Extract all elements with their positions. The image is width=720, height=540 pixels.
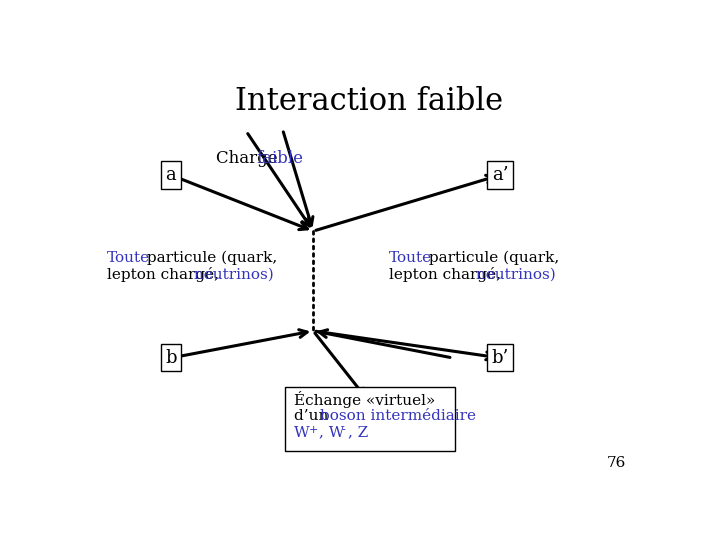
Text: d’un: d’un [294,409,333,423]
Text: W: W [294,426,310,440]
Text: Charge: Charge [215,150,282,167]
Text: b’: b’ [492,349,509,367]
Text: Toute: Toute [389,251,432,265]
Text: Toute: Toute [107,251,150,265]
Text: -: - [341,425,345,435]
Text: lepton chargé,: lepton chargé, [107,267,219,282]
Text: , W: , W [319,426,344,440]
Text: neutrinos): neutrinos) [189,268,274,282]
Text: faible: faible [256,150,303,167]
Text: , Z: , Z [348,426,369,440]
Text: lepton chargé,: lepton chargé, [389,267,500,282]
Text: boson intermédiaire: boson intermédiaire [320,409,477,423]
Text: particule (quark,: particule (quark, [424,251,559,265]
Text: Interaction faible: Interaction faible [235,85,503,117]
Text: 76: 76 [606,456,626,470]
Text: b: b [165,349,176,367]
FancyBboxPatch shape [285,387,456,451]
Text: Échange «virtuel»: Échange «virtuel» [294,391,435,408]
Text: a’: a’ [492,166,508,184]
Text: neutrinos): neutrinos) [471,268,556,282]
Text: a: a [166,166,176,184]
Text: +: + [310,425,319,435]
Text: particule (quark,: particule (quark, [143,251,278,265]
